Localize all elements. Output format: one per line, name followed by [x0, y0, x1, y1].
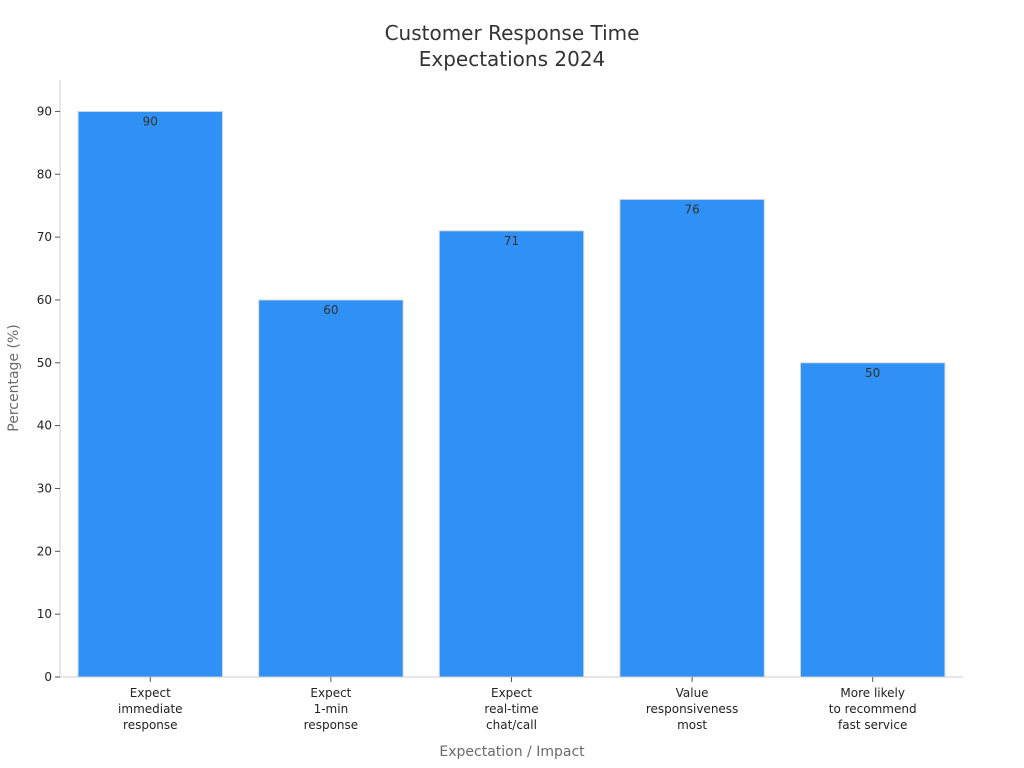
x-axis: Expect immediate response Expect 1-min respon… [60, 676, 963, 732]
y-tick-label: 90 [37, 104, 52, 118]
data-label: 50 [865, 366, 880, 380]
y-tick-label: 0 [44, 670, 52, 684]
x-tick-label: More likely [840, 686, 905, 700]
x-tick-label: chat/call [486, 718, 537, 732]
chart-title-line-1: Customer Response Time [385, 21, 640, 45]
y-axis: 0 10 20 30 40 50 60 70 80 90 [37, 80, 61, 684]
x-tick-label: Expect [310, 686, 351, 700]
y-axis-title: Percentage (%) [6, 324, 22, 431]
x-tick-label: immediate [118, 702, 183, 716]
x-tick-label: fast service [838, 718, 907, 732]
x-tick-label: to recommend [829, 702, 917, 716]
x-tick-label: real-time [484, 702, 538, 716]
data-label: 90 [143, 114, 158, 128]
bar [438, 230, 585, 678]
y-tick-label: 40 [37, 419, 52, 433]
data-label: 71 [504, 234, 519, 248]
chart-title: Customer Response Time Expectations 2024 [385, 21, 640, 71]
x-tick-label: response [304, 718, 359, 732]
y-tick-label: 10 [37, 607, 52, 621]
data-label: 60 [323, 303, 338, 317]
bar [619, 198, 765, 678]
data-labels: 90 60 71 76 50 [143, 114, 881, 379]
y-tick-label: 80 [37, 167, 52, 181]
x-tick-label: response [123, 718, 178, 732]
data-label: 76 [684, 202, 699, 216]
x-tick-label: Value [676, 686, 709, 700]
x-tick-label: 1-min [314, 702, 349, 716]
x-tick-label: Expect [130, 686, 171, 700]
chart-title-line-2: Expectations 2024 [419, 47, 606, 71]
y-tick-label: 60 [37, 293, 52, 307]
bar [77, 110, 224, 678]
y-tick-label: 70 [37, 230, 52, 244]
bar [799, 362, 946, 678]
x-axis-title: Expectation / Impact [439, 744, 585, 760]
y-tick-label: 20 [37, 544, 52, 558]
y-tick-label: 30 [37, 481, 52, 495]
x-tick-label: responsiveness [646, 702, 738, 716]
x-tick-label: most [677, 718, 707, 732]
y-tick-label: 50 [37, 356, 52, 370]
bar [258, 299, 404, 678]
bars [77, 110, 946, 678]
x-tick-label: Expect [491, 686, 532, 700]
